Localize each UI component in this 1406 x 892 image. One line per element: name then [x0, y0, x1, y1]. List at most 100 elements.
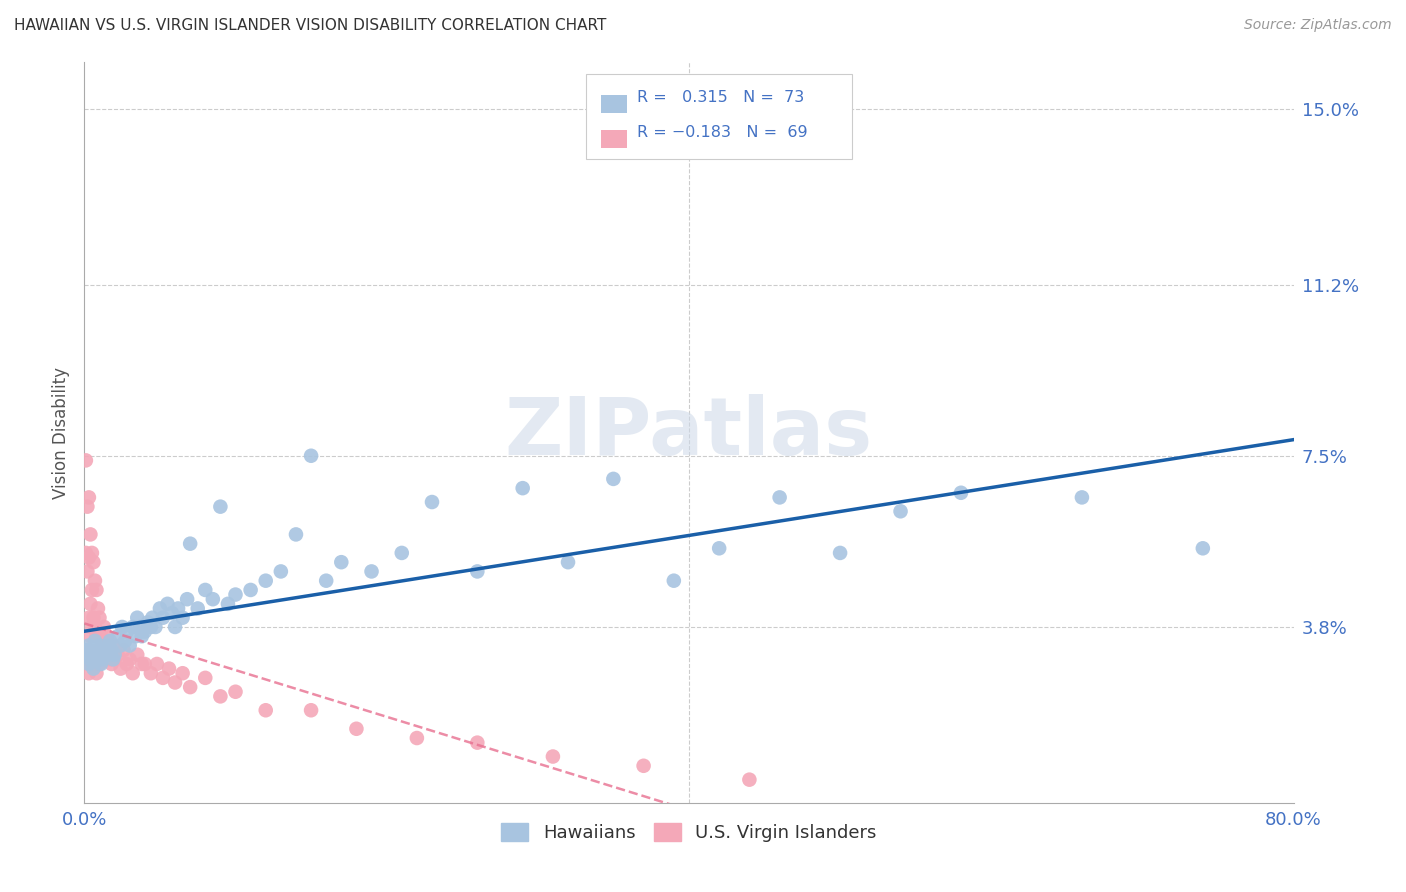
Point [80, 643, 103, 657]
Point [107, 648, 129, 662]
Point [107, 629, 129, 643]
Point [315, 574, 337, 588]
Point [406, 731, 429, 745]
Point [96, 648, 118, 662]
Point [391, 546, 413, 560]
Point [830, 546, 852, 560]
Point [420, 495, 443, 509]
Point [121, 666, 143, 681]
Point [467, 565, 489, 579]
Point [346, 722, 368, 736]
Point [79, 597, 101, 611]
Point [330, 555, 353, 569]
Point [87, 601, 110, 615]
Point [84, 657, 107, 671]
Point [97, 639, 120, 653]
Point [299, 449, 322, 463]
Point [104, 648, 127, 662]
Point [76, 565, 98, 579]
Point [86, 582, 108, 597]
Point [149, 601, 172, 615]
Point [270, 565, 292, 579]
Point [139, 666, 162, 681]
Point [541, 749, 564, 764]
Point [79, 657, 101, 671]
Point [145, 620, 167, 634]
Point [890, 504, 912, 518]
Point [662, 574, 685, 588]
Point [194, 671, 217, 685]
Point [167, 601, 190, 615]
Point [77, 666, 100, 681]
FancyBboxPatch shape [600, 95, 627, 112]
Point [93, 643, 115, 657]
Point [225, 685, 247, 699]
Point [152, 610, 174, 624]
Point [82, 648, 104, 662]
Text: HAWAIIAN VS U.S. VIRGIN ISLANDER VISION DISABILITY CORRELATION CHART: HAWAIIAN VS U.S. VIRGIN ISLANDER VISION … [14, 18, 606, 33]
Point [254, 574, 277, 588]
Point [157, 662, 180, 676]
Point [75, 643, 97, 657]
Point [79, 527, 101, 541]
Point [127, 610, 149, 624]
Point [209, 500, 232, 514]
Point [112, 643, 135, 657]
Point [80, 546, 103, 560]
Point [76, 648, 98, 662]
Point [115, 657, 138, 671]
Point [77, 643, 100, 657]
Point [114, 633, 136, 648]
Point [79, 629, 101, 643]
Text: R =   0.315   N =  73: R = 0.315 N = 73 [637, 90, 804, 105]
Point [101, 652, 124, 666]
Point [285, 527, 308, 541]
Point [118, 639, 141, 653]
Point [77, 657, 100, 671]
Text: ZIPatlas: ZIPatlas [505, 393, 873, 472]
Point [89, 610, 111, 624]
Point [87, 648, 110, 662]
Point [89, 657, 111, 671]
Point [93, 620, 115, 634]
Point [84, 620, 107, 634]
Point [80, 582, 103, 597]
Point [79, 652, 101, 666]
Point [299, 703, 322, 717]
Point [77, 491, 100, 505]
Point [90, 657, 112, 671]
Point [76, 643, 98, 657]
Point [131, 629, 153, 643]
Point [86, 652, 108, 666]
Text: Source: ZipAtlas.com: Source: ZipAtlas.com [1244, 18, 1392, 32]
Point [91, 652, 114, 666]
Y-axis label: Vision Disability: Vision Disability [52, 367, 70, 499]
Point [165, 620, 187, 634]
Point [176, 592, 198, 607]
Point [194, 582, 217, 597]
Point [136, 615, 159, 630]
Point [738, 772, 761, 787]
Point [467, 736, 489, 750]
Point [76, 500, 98, 514]
Point [209, 690, 232, 704]
Point [96, 629, 118, 643]
Point [84, 574, 107, 588]
Legend: Hawaiians, U.S. Virgin Islanders: Hawaiians, U.S. Virgin Islanders [494, 815, 884, 849]
Point [98, 633, 121, 648]
Point [172, 610, 194, 624]
Point [179, 680, 201, 694]
Point [131, 657, 153, 671]
Point [1071, 491, 1094, 505]
Point [152, 671, 174, 685]
Point [97, 643, 120, 657]
Point [127, 648, 149, 662]
Point [141, 610, 163, 624]
Point [110, 639, 132, 653]
Text: R = −0.183   N =  69: R = −0.183 N = 69 [637, 125, 807, 140]
Point [225, 588, 247, 602]
Point [165, 675, 187, 690]
Point [110, 662, 132, 676]
Point [201, 592, 224, 607]
Point [89, 639, 111, 653]
